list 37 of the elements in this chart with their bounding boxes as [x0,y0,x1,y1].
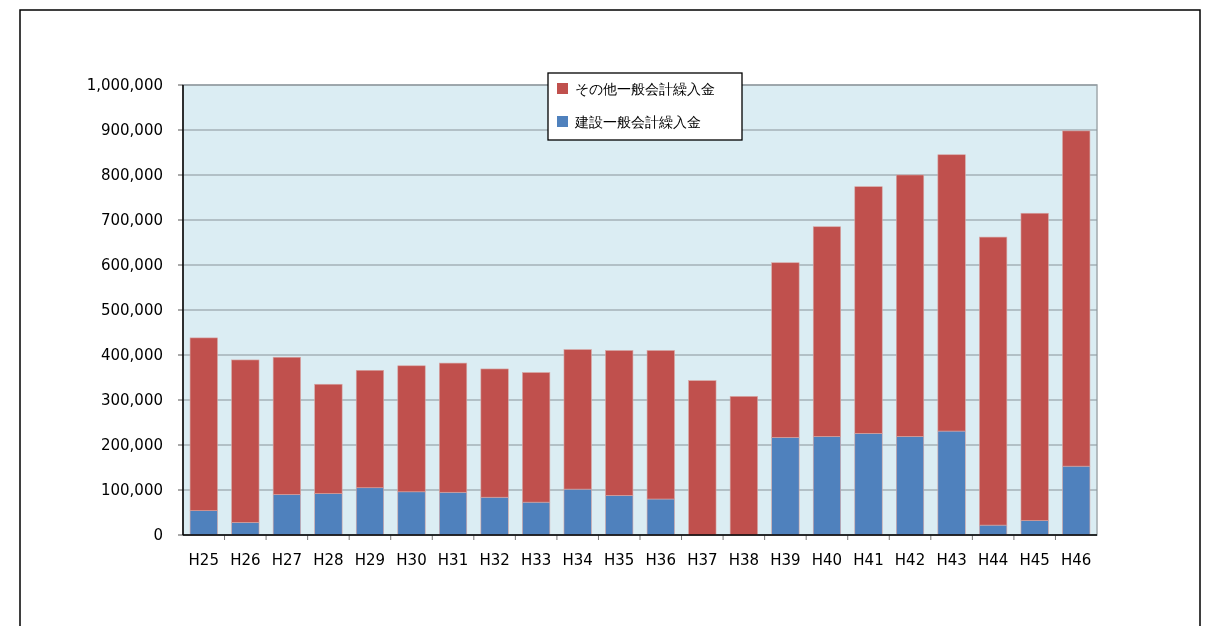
x-tick-label: H39 [770,551,801,569]
y-tick-label: 0 [153,526,163,544]
y-tick-label: 500,000 [100,301,163,319]
x-tick-label: H29 [354,551,386,569]
x-tick-label: H30 [396,551,427,569]
x-tick-label: H28 [313,551,344,569]
x-tick-label: H40 [811,551,843,569]
y-tick-label: 600,000 [100,256,163,274]
y-tick-label: 800,000 [100,166,163,184]
x-tick-label: H27 [271,551,303,569]
x-tick-label: H33 [520,551,552,569]
y-tick-label: 900,000 [100,121,163,139]
legend-label: その他一般会計繰入金 [575,81,715,97]
y-tick-label: 700,000 [100,211,163,229]
x-tick-label: H36 [645,551,676,569]
x-tick-label: H25 [188,551,219,569]
x-tick-label: H35 [604,551,635,569]
y-tick-label: 400,000 [100,346,163,364]
x-tick-label: H46 [1061,551,1092,569]
bar [688,380,717,536]
x-tick-label: H43 [936,551,967,569]
y-tick-label: 1,000,000 [86,76,163,94]
x-tick-label: H45 [1019,551,1050,569]
y-tick-label: 100,000 [100,481,163,499]
x-tick-label: H26 [230,551,261,569]
legend-label: 建設一般会計繰入金 [574,114,701,130]
x-tick-label: H41 [853,551,884,569]
x-tick-label: H44 [977,551,1009,569]
y-tick-label: 200,000 [100,436,163,454]
x-tick-label: H31 [437,551,469,569]
x-tick-label: H38 [728,551,760,569]
y-tick-label: 300,000 [100,391,163,409]
x-tick-label: H34 [562,551,593,569]
x-tick-label: H37 [687,551,718,569]
x-tick-label: H42 [894,551,926,569]
bar [729,396,758,536]
x-tick-label: H32 [479,551,510,569]
